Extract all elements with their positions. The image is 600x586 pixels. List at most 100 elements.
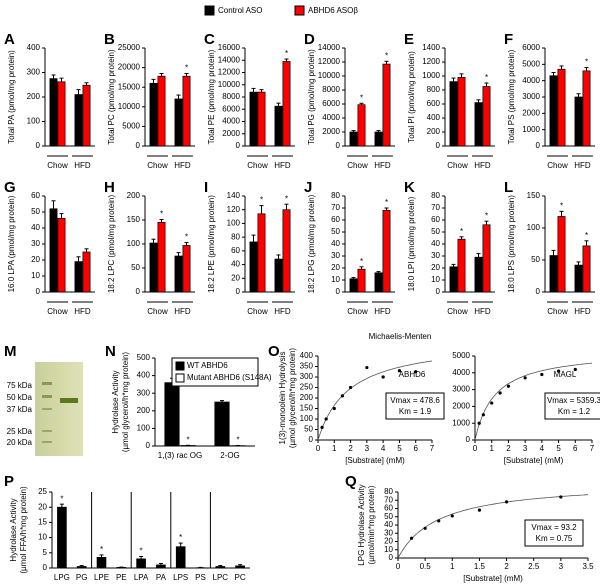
- data-point: [540, 372, 544, 377]
- x-tick-label: 6: [573, 444, 578, 453]
- x-tick-label: 1: [332, 444, 337, 453]
- y-axis-label: Hydrolase Activity: [111, 370, 120, 433]
- gel-band: [42, 408, 52, 410]
- gel-band: [60, 398, 78, 403]
- y-tick-label: 2000: [452, 402, 470, 411]
- bar: [474, 256, 483, 293]
- significance: *: [485, 73, 488, 82]
- x-tick-label: HFD: [74, 161, 91, 170]
- legend-swatch: [175, 373, 185, 383]
- data-point: [332, 406, 336, 411]
- significance: *: [186, 435, 189, 444]
- x-tick-label: LPS: [173, 573, 188, 582]
- gel-marker: 50 kDa: [7, 393, 33, 402]
- data-point: [490, 401, 494, 405]
- y-tick-label: 16000: [218, 43, 241, 52]
- y-tick-label: 0: [146, 441, 151, 450]
- panel-letter: P: [4, 473, 14, 490]
- y-tick-label: 1000: [422, 71, 440, 80]
- x-tick-label: PS: [195, 573, 206, 582]
- x-tick-label: 4: [540, 444, 545, 453]
- bar: [374, 131, 383, 147]
- x-tick-label: HFD: [74, 307, 91, 316]
- x-tick-label: 7: [430, 444, 435, 453]
- bar: [582, 70, 591, 147]
- y-tick-label: 200: [300, 393, 314, 402]
- y-tick-label: 70: [431, 203, 440, 212]
- x-tick-label: LPE: [94, 573, 109, 582]
- annotation: MAGL: [554, 370, 577, 379]
- y-tick-label: 50: [304, 425, 313, 434]
- y-tick-label: 3000: [522, 92, 540, 101]
- bar: [74, 261, 83, 293]
- x-tick-label: HFD: [374, 161, 391, 170]
- y-axis-label: 18:2 LPE (pmol/mg protein): [207, 195, 216, 293]
- bar: [274, 258, 283, 293]
- significance: *: [385, 51, 388, 60]
- y-tick-label: 300: [137, 388, 151, 397]
- bar: [175, 546, 186, 569]
- x-tick-label: Chow: [147, 307, 168, 316]
- x-tick-label: 1: [450, 562, 455, 571]
- bar: [274, 105, 283, 147]
- panel-letter: E: [404, 31, 414, 48]
- x-tick-label: HFD: [574, 307, 591, 316]
- bar: [474, 102, 483, 147]
- fit-box: [544, 392, 600, 420]
- km-label: Km = 1.2: [558, 407, 591, 416]
- y-tick-label: 50: [31, 207, 40, 216]
- y-axis-label: Total PC (pmol/mg protein): [107, 49, 116, 144]
- y-tick-label: 0: [236, 141, 241, 150]
- significance: *: [460, 227, 463, 236]
- y-tick-label: 40: [384, 520, 393, 529]
- x-axis-label: [Substrate] (mM): [345, 456, 405, 465]
- x-tick-label: 2-OG: [220, 451, 240, 460]
- y-axis-label: 18:2 LPC (pmol/mg protein): [107, 195, 116, 294]
- x-axis-label: [Substrate] (mM): [463, 574, 523, 583]
- y-tick-label: 80: [231, 232, 240, 241]
- y-tick-label: 20: [38, 502, 47, 511]
- bar: [382, 210, 391, 293]
- y-tick-label: 8000: [322, 85, 340, 94]
- bar: [74, 94, 83, 147]
- y-tick-label: 100: [137, 424, 151, 433]
- y-tick-label: 15: [38, 518, 47, 527]
- bar: [557, 216, 566, 293]
- y-tick-label: 0: [336, 141, 341, 150]
- y-tick-label: 0: [536, 287, 541, 296]
- data-point: [504, 500, 509, 504]
- data-point: [365, 365, 369, 370]
- x-tick-label: 0.5: [420, 562, 432, 571]
- y-tick-label: 200: [137, 406, 151, 415]
- bar: [57, 81, 66, 147]
- y-tick-label: 0: [309, 435, 314, 444]
- bar: [582, 245, 591, 293]
- y-tick-label: 20: [331, 263, 340, 272]
- bar: [457, 77, 466, 147]
- legend-label: Mutant ABHD6 (S148A): [187, 373, 272, 382]
- data-point: [348, 385, 353, 390]
- y-tick-label: 500: [137, 353, 151, 362]
- y-tick-label: 10: [384, 545, 393, 554]
- y-tick-label: 0: [436, 287, 441, 296]
- y-tick-label: 100: [127, 239, 141, 248]
- x-tick-label: PA: [156, 573, 167, 582]
- vmax-label: Vmax = 478.6: [390, 396, 440, 405]
- significance: *: [179, 533, 182, 542]
- bar: [574, 264, 583, 293]
- y-tick-label: 10000: [118, 102, 141, 111]
- significance: *: [385, 198, 388, 207]
- bar: [249, 241, 258, 293]
- gel-band: [42, 430, 52, 432]
- y-tick-label: 20: [231, 273, 240, 282]
- bar: [257, 91, 266, 147]
- x-tick-label: HFD: [474, 161, 491, 170]
- y-tick-label: 30: [31, 239, 40, 248]
- bar: [149, 82, 158, 147]
- y-tick-label: 600: [427, 99, 441, 108]
- data-point: [481, 413, 485, 417]
- significance: *: [160, 210, 163, 219]
- fit-curve: [474, 362, 593, 441]
- y-tick-label: 80: [331, 191, 340, 200]
- y-axis-label: Total PE (pmol/mg protein): [207, 49, 216, 144]
